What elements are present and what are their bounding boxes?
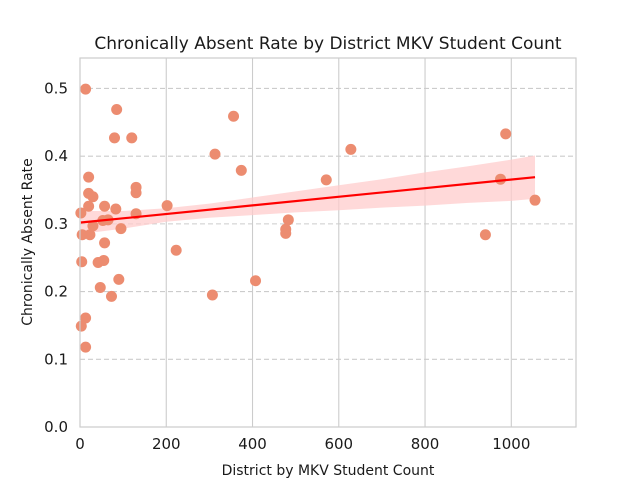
scatter-point [228, 110, 240, 122]
scatter-point [479, 229, 491, 241]
grid-lines [80, 58, 576, 427]
scatter-point [76, 256, 88, 268]
scatter-point [282, 214, 294, 226]
x-tick-label: 200 [152, 435, 181, 453]
scatter-point [170, 244, 182, 256]
scatter-point [206, 289, 218, 301]
y-tick-label: 0.3 [44, 215, 68, 233]
scatter-point [87, 220, 99, 232]
x-axis-label: District by MKV Student Count [222, 463, 435, 479]
y-tick-labels: 0.0 0.1 0.2 0.3 0.4 0.5 [44, 79, 68, 436]
chart-title: Chronically Absent Rate by District MKV … [94, 34, 562, 54]
scatter-point [345, 143, 357, 155]
confidence-band [80, 155, 536, 234]
scatter-point [98, 254, 110, 266]
scatter-point [94, 282, 106, 294]
y-tick-label: 0.5 [44, 79, 68, 97]
x-tick-label: 600 [324, 435, 353, 453]
scatter-point [235, 164, 247, 176]
y-tick-label: 0.2 [44, 283, 68, 301]
y-tick-label: 0.0 [44, 418, 68, 436]
scatter-point [110, 203, 122, 215]
scatter-point [529, 194, 541, 206]
scatter-point [126, 132, 138, 144]
scatter-point [320, 174, 332, 186]
y-tick-label: 0.4 [44, 147, 68, 165]
confidence-band-area [80, 155, 536, 234]
plot-frame [79, 57, 577, 428]
scatter-point [280, 227, 292, 239]
y-axis-label: Chronically Absent Rate [20, 158, 36, 326]
scatter-point [99, 237, 111, 249]
scatter-point [83, 171, 95, 183]
scatter-point [80, 341, 92, 353]
scatter-point [80, 312, 92, 324]
scatter-point [75, 320, 87, 332]
data-points [75, 83, 541, 353]
x-tick-label: 400 [238, 435, 267, 453]
scatter-point [500, 128, 512, 140]
scatter-point [109, 132, 121, 144]
x-tick-label: 800 [411, 435, 440, 453]
scatter-point [80, 83, 92, 95]
x-tick-labels: 0 200 400 600 800 1000 [75, 435, 530, 453]
regression-line-path [80, 176, 536, 224]
scatter-point [84, 229, 96, 241]
regression-line [80, 176, 536, 224]
y-tick-label: 0.1 [44, 350, 68, 368]
scatter-point [105, 290, 117, 302]
scatter-point [115, 223, 127, 235]
x-tick-label: 1000 [492, 435, 530, 453]
scatter-point [83, 200, 95, 212]
scatter-point [75, 207, 87, 219]
scatter-point [111, 103, 123, 115]
scatter-point [161, 200, 173, 212]
x-tick-label: 0 [75, 435, 85, 453]
scatter-point [130, 187, 142, 199]
scatter-point [99, 200, 111, 212]
scatter-point [250, 275, 262, 287]
scatter-point [87, 191, 99, 203]
scatter-point [209, 148, 221, 160]
plot-area-background [80, 58, 576, 427]
scatter-point [113, 273, 125, 285]
